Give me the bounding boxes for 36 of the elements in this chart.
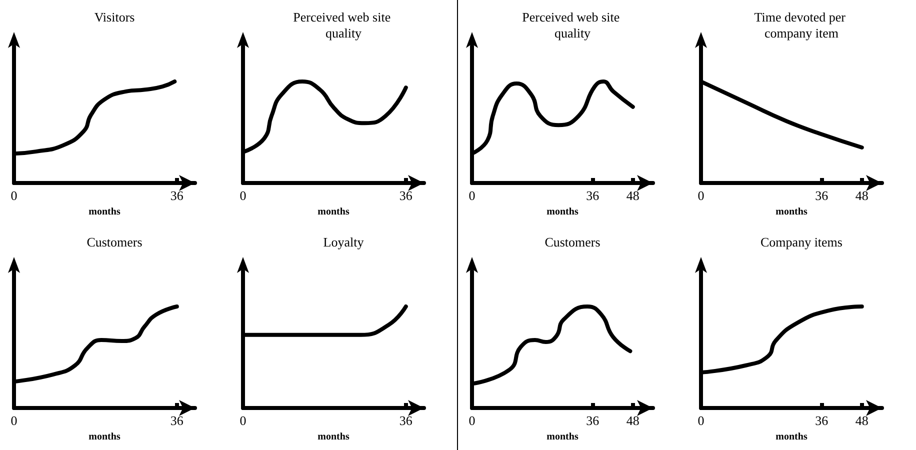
x-axis-title: months	[88, 431, 120, 442]
x-tick-label: 48	[626, 188, 640, 203]
x-tick-label: 36	[815, 413, 829, 428]
x-tick-label: 36	[170, 413, 184, 428]
chart-title: Perceived web site quality	[522, 10, 623, 40]
x-tick-label: 48	[626, 413, 640, 428]
chart-title: Perceived web site quality	[293, 10, 394, 40]
chart-title: Customers	[86, 234, 142, 250]
x-axis-title: months	[88, 206, 120, 218]
chart-title: Company items	[760, 234, 842, 250]
chart-title: Customers	[544, 234, 600, 250]
x-tick-label: 36	[170, 188, 184, 203]
x-tick-label: 0	[10, 188, 18, 203]
chart-title: Visitors	[94, 10, 135, 24]
x-tick-label: 36	[586, 188, 600, 203]
x-tick-label: 0	[10, 413, 18, 428]
x-tick-label: 0	[698, 188, 704, 203]
chart-title: Loyalty	[323, 234, 364, 250]
x-tick-label: 0	[468, 188, 476, 203]
x-tick-label: 36	[399, 188, 413, 203]
x-tick-label: 48	[855, 188, 868, 203]
x-tick-label: 0	[240, 188, 246, 203]
x-axis-title: months	[546, 431, 578, 442]
x-tick-label: 36	[586, 413, 600, 428]
x-tick-label: 0	[698, 413, 704, 428]
x-tick-label: 36	[399, 413, 413, 428]
x-tick-label: 48	[855, 413, 868, 428]
x-tick-label: 36	[815, 188, 829, 203]
x-tick-label: 0	[468, 413, 476, 428]
chart-title: Time devoted per company item	[754, 10, 849, 40]
x-axis-title: months	[776, 431, 808, 442]
x-axis-title: months	[776, 206, 808, 218]
x-axis-title: months	[318, 431, 350, 442]
x-axis-title: months	[546, 206, 578, 218]
x-tick-label: 0	[240, 413, 246, 428]
x-axis-title: months	[318, 206, 350, 218]
